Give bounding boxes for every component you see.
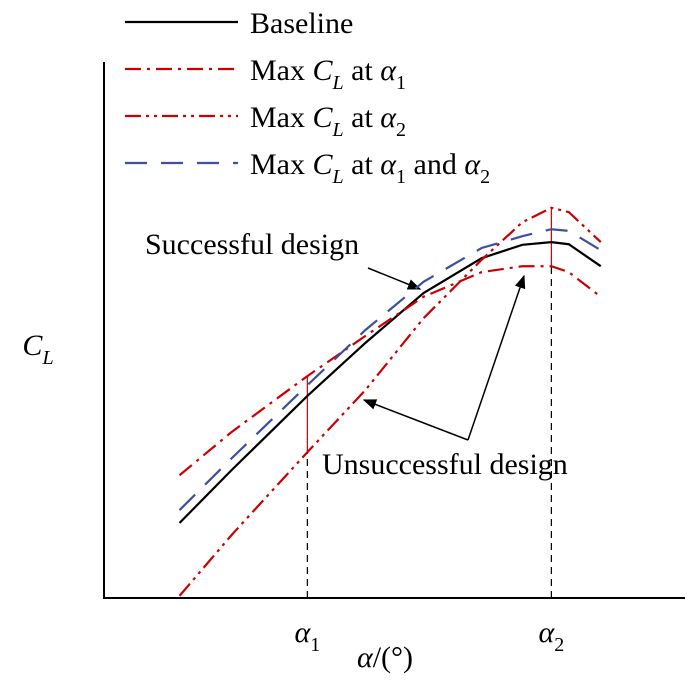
legend-label: Max CL​ at α1​ [250,54,406,94]
series-line [178,206,602,597]
series-line [178,265,602,477]
annotation-arrow [467,274,526,441]
x-tick-label: α1​ [294,616,320,656]
series-line [178,240,602,524]
series-line [178,228,602,511]
y-axis-label: CL​ [22,329,53,369]
annotation-arrow [362,399,469,441]
annotation-arrow [367,267,422,290]
x-axis-label: α/(°) [357,641,413,674]
legend-label: Max CL​ at α1​ and α2​ [250,148,490,188]
x-tick-label: α2​ [538,616,564,656]
legend-label: Baseline [250,7,353,40]
annotation: Unsuccessful design [322,448,568,481]
legend-label: Max CL​ at α2​ [250,101,406,141]
annotation: Successful design [145,228,359,261]
